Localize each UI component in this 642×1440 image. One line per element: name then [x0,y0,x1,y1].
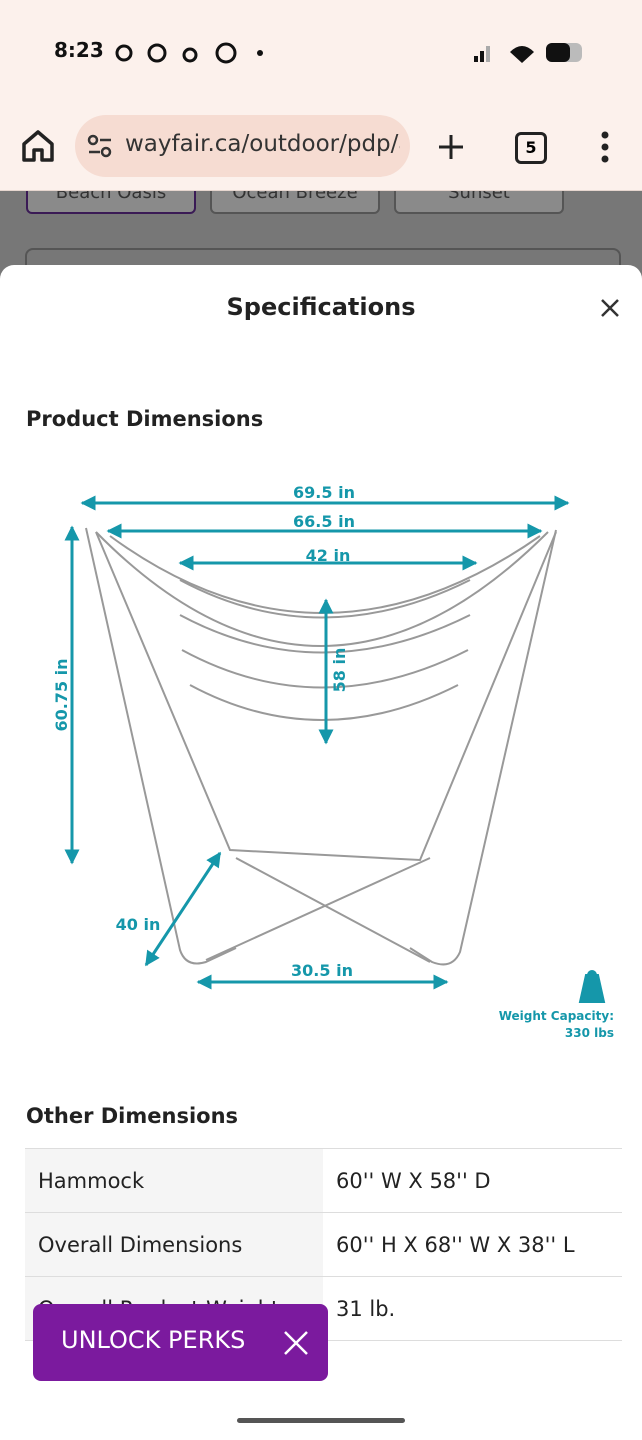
icon [284,1331,308,1355]
weight-value: 330 lbs [565,1026,614,1040]
weight-icon [578,970,606,1003]
icon [182,47,198,63]
status-icons [115,42,263,64]
browser-chrome: 8:23 wayfair.ca/outdoor/pdp/a 5 [0,0,642,191]
signal [486,46,490,62]
home-icon [22,130,54,162]
cell: Hammock [25,1148,323,1213]
tab-count[interactable]: 5 [515,132,547,164]
battery-level [546,43,570,62]
icon [215,42,237,64]
icon [100,146,112,158]
icon [601,155,609,163]
url-bar[interactable]: wayfair.ca/outdoor/pdp/a [75,115,410,177]
dimension-label: 58 in [330,648,349,693]
new-tab-button[interactable] [436,132,466,162]
icon [439,135,463,159]
cell: 31 lb. [323,1276,622,1341]
dimension-label: 66.5 in [293,512,355,531]
signal [480,51,484,62]
menu-button[interactable] [595,130,615,164]
cell: 60'' W X 58'' D [323,1148,622,1213]
promo-close[interactable] [283,1330,309,1356]
system-icons [474,43,582,63]
section-heading: Other Dimensions [26,1104,239,1128]
icon [257,50,263,56]
leg [95,531,557,862]
dimension-label: 30.5 in [291,961,353,980]
home-button[interactable] [20,128,56,164]
promo-button[interactable]: UNLOCK PERKS [33,1304,328,1381]
section-heading: Product Dimensions [26,407,264,431]
icon [601,131,609,139]
dimension-diagram: 69.5 in 66.5 in 42 in 58 in 60.75 in 40 … [52,483,614,1040]
dimension-label: 40 in [116,915,161,934]
icon [147,43,167,63]
wifi [510,46,534,63]
cell: 60'' H X 68'' W X 38'' L [323,1212,622,1277]
dimension-label: 69.5 in [293,483,355,502]
stand [85,527,557,966]
home-indicator [237,1418,405,1423]
modal-title: Specifications [226,293,416,321]
icon [601,143,609,151]
icon [87,134,99,146]
arrow [144,851,222,967]
cell: Overall Dimensions [25,1212,323,1277]
signal [474,56,478,62]
weight-label: Weight Capacity: [499,1009,614,1023]
leg [409,529,557,966]
base [205,857,431,963]
arrows [64,495,570,990]
close-button[interactable] [600,298,620,318]
url-text: wayfair.ca/outdoor/pdp/a [125,131,400,157]
status-time: 8:23 [54,38,104,62]
table-row: Hammock 60'' W X 58'' D [25,1148,622,1213]
icon [115,44,133,62]
dimension-label: 60.75 in [52,658,71,731]
dimension-label: 42 in [306,546,351,565]
promo-text: UNLOCK PERKS [61,1326,246,1354]
site-settings-icon[interactable] [87,133,113,159]
table-row: Overall Dimensions 60'' H X 68'' W X 38''… [25,1212,622,1277]
icon [601,299,619,317]
